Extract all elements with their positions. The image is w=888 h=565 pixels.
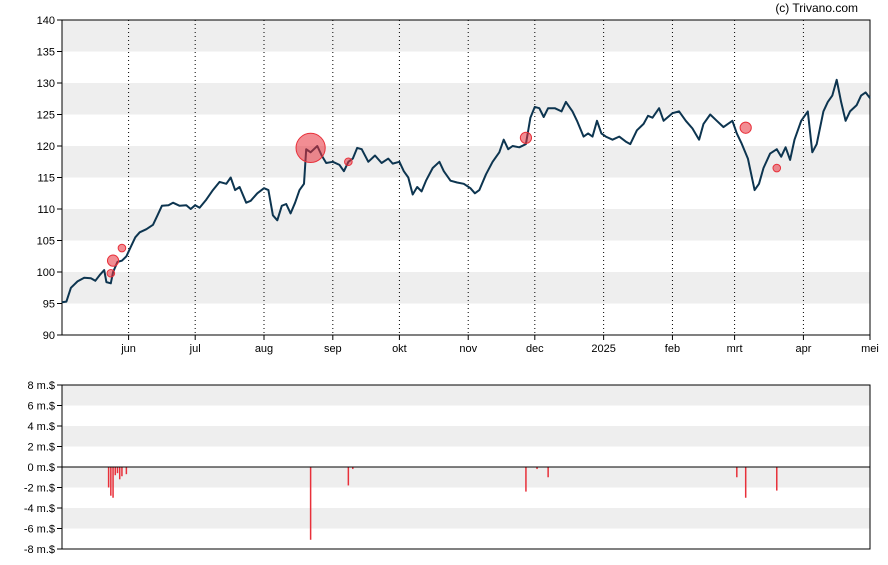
volume-bar	[536, 467, 538, 470]
y-tick-label: 6 m.$	[27, 401, 55, 413]
grid-band	[62, 508, 870, 529]
y-tick-label: 125	[37, 110, 55, 122]
grid-band	[62, 467, 870, 488]
volume-bar	[736, 467, 738, 478]
plot-frame	[61, 19, 871, 336]
trade-marker	[117, 243, 127, 253]
y-tick-label: -8 m.$	[24, 544, 55, 556]
plot-frame	[61, 384, 871, 550]
volume-bar	[110, 467, 112, 496]
x-tick-label: apr	[795, 343, 811, 355]
volume-bar	[125, 467, 128, 475]
volume-bar	[121, 467, 123, 477]
trade-marker	[772, 163, 782, 173]
volume-bar	[525, 467, 527, 492]
volume-bar	[347, 467, 350, 486]
y-tick-label: -2 m.$	[24, 483, 55, 495]
volume-bar	[107, 467, 110, 488]
trade-marker	[739, 121, 752, 134]
volume-bar	[547, 467, 549, 478]
x-tick-label: aug	[255, 343, 273, 355]
x-tick-label: feb	[665, 343, 680, 355]
volume-bar	[776, 467, 778, 491]
y-tick-label: 8 m.$	[27, 380, 55, 392]
y-tick-label: 95	[43, 299, 55, 311]
x-tick-label: okt	[392, 343, 407, 355]
trade-marker	[106, 268, 116, 278]
grid-band	[62, 385, 870, 406]
credit-text: (c) Trivano.com	[775, 1, 858, 15]
grid-band	[62, 83, 870, 115]
x-tick-label: nov	[459, 343, 477, 355]
x-tick-label: 2025	[591, 343, 615, 355]
volume-bar	[744, 467, 747, 498]
trade-marker	[344, 157, 353, 167]
x-tick-label: mrt	[727, 343, 743, 355]
grid-band	[62, 20, 870, 52]
volume-bar	[309, 467, 312, 540]
y-tick-label: 140	[37, 15, 55, 27]
volume-bar	[352, 467, 354, 470]
x-tick-label: jul	[189, 343, 201, 355]
grid-band	[62, 146, 870, 178]
trade-marker	[106, 254, 120, 267]
trade-marker	[519, 131, 533, 144]
y-tick-label: 100	[37, 267, 55, 279]
volume-bar	[118, 467, 121, 480]
x-tick-label: mei	[861, 343, 879, 355]
grid-band	[62, 272, 870, 304]
volume-bar	[116, 467, 119, 474]
y-tick-label: 2 m.$	[27, 442, 55, 454]
x-tick-label: dec	[526, 343, 544, 355]
price-line	[61, 78, 871, 304]
x-tick-label: jun	[120, 343, 136, 355]
grid-band	[62, 426, 870, 447]
y-tick-label: 4 m.$	[27, 421, 55, 433]
volume-bar	[112, 467, 114, 498]
y-tick-label: -4 m.$	[24, 503, 55, 515]
y-tick-label: 130	[37, 78, 55, 90]
y-tick-label: 135	[37, 47, 55, 59]
y-tick-label: 105	[37, 236, 55, 248]
volume-bar	[114, 467, 117, 476]
y-tick-label: -6 m.$	[24, 524, 55, 536]
x-tick-label: sep	[324, 343, 342, 355]
price-chart: jun jul aug sep okt nov dec 2025 feb mrt apr mei 90 9…	[37, 15, 879, 355]
volume-chart: -8 m.$ -6 m.$ -4 m.$ -2 m.$ 0 m.$ 2 m.$ 4 m.$ 6…	[24, 380, 871, 556]
y-tick-label: 0 m.$	[27, 462, 55, 474]
trade-marker	[295, 132, 326, 163]
y-tick-label: 110	[37, 204, 55, 216]
grid-band	[62, 209, 870, 241]
y-tick-label: 90	[43, 330, 55, 342]
y-tick-label: 120	[37, 141, 55, 153]
y-tick-label: 115	[37, 173, 55, 185]
